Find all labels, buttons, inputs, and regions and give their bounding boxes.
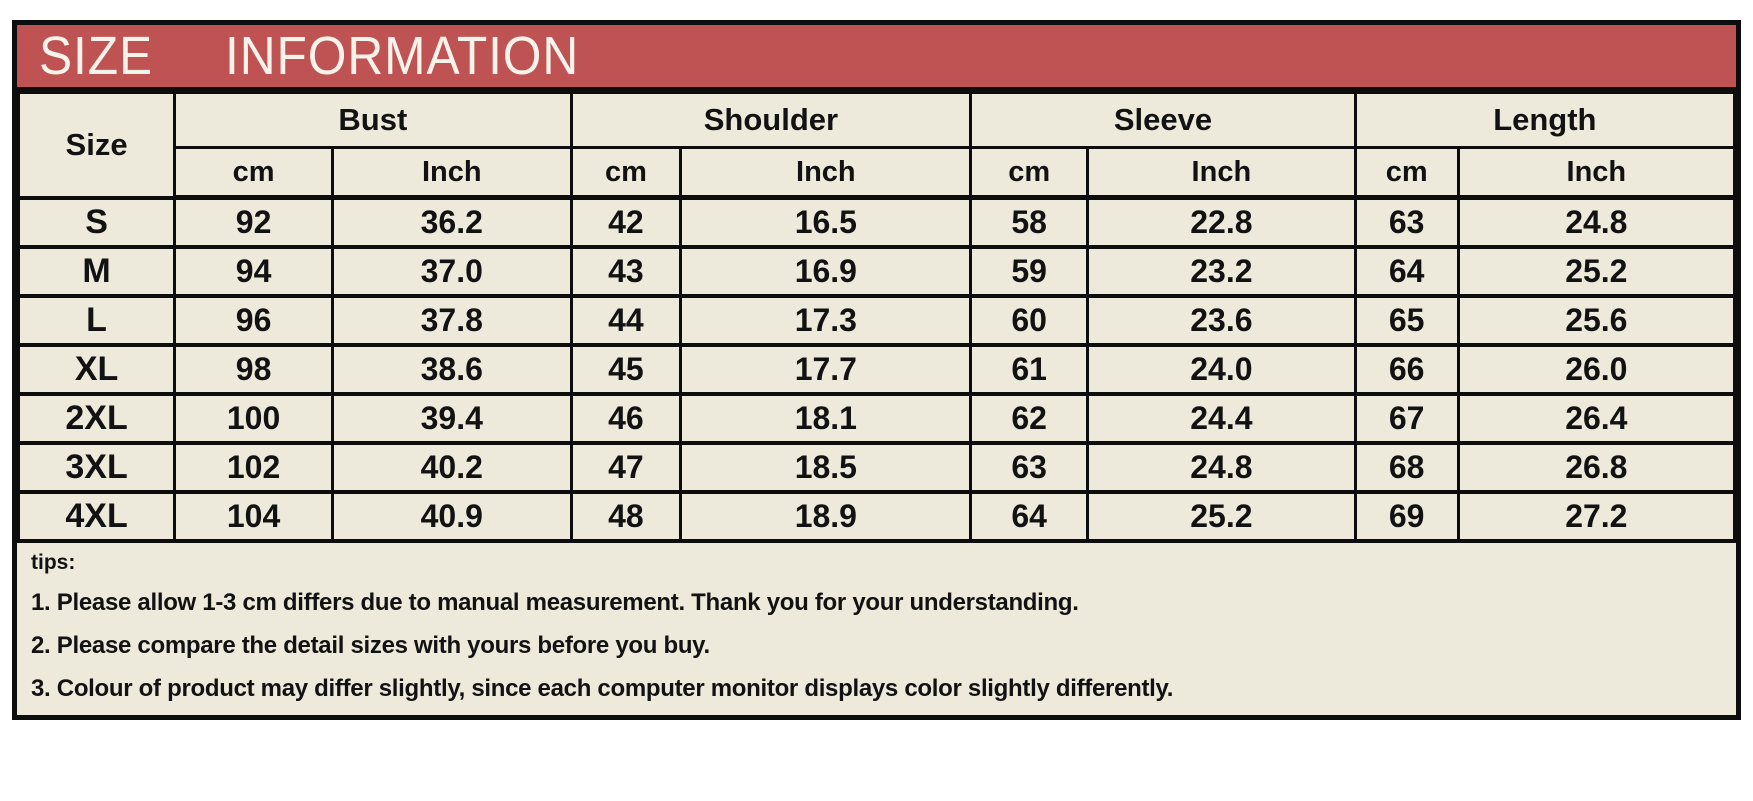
tip-line-3: 3. Colour of product may differ slightly… — [31, 674, 1174, 702]
measurement-cell: 25.2 — [1086, 489, 1357, 543]
tip-line-2: 2. Please compare the detail sizes with … — [31, 631, 710, 659]
measurement-cell: 64 — [1353, 244, 1460, 298]
measurement-cell: 23.6 — [1086, 293, 1357, 347]
size-row-l: L 96 37.8 44 17.3 60 23.6 65 25.6 — [16, 293, 1737, 347]
column-header-length: Length — [1353, 91, 1737, 149]
column-header-sleeve: Sleeve — [969, 91, 1357, 149]
unit-header-sleeve-cm: cm — [969, 146, 1090, 200]
unit-header-shoulder-inch: Inch — [679, 146, 973, 200]
size-label-cell: 4XL — [16, 489, 177, 543]
column-header-shoulder: Shoulder — [569, 91, 973, 149]
measurement-cell: 63 — [969, 440, 1090, 494]
measurement-cell: 17.3 — [679, 293, 973, 347]
measurement-cell: 68 — [1353, 440, 1460, 494]
unit-header-row: cm Inch cm Inch cm Inch cm Inch — [19, 146, 1737, 200]
title-word-size: SIZE — [39, 26, 154, 86]
size-row-xl: XL 98 38.6 45 17.7 61 24.0 66 26.0 — [16, 342, 1737, 396]
measurement-cell: 23.2 — [1086, 244, 1357, 298]
measurement-cell: 24.8 — [1456, 195, 1737, 249]
size-label-cell: 2XL — [16, 391, 177, 445]
size-row-2xl: 2XL 100 39.4 46 18.1 62 24.4 67 26.4 — [16, 391, 1737, 445]
measurement-cell: 46 — [569, 391, 683, 445]
section-header-row: Size Bust Shoulder Sleeve Length — [16, 91, 1737, 199]
measurement-cell: 63 — [1353, 195, 1460, 249]
measurement-cell: 26.0 — [1456, 342, 1737, 396]
column-header-bust: Bust — [173, 91, 573, 149]
measurement-cell: 18.5 — [679, 440, 973, 494]
measurement-cell: 61 — [969, 342, 1090, 396]
measurement-cell: 66 — [1353, 342, 1460, 396]
measurement-cell: 24.8 — [1086, 440, 1357, 494]
measurement-cell: 25.6 — [1456, 293, 1737, 347]
unit-header-bust-cm: cm — [173, 146, 334, 200]
measurement-cell: 104 — [173, 489, 334, 543]
column-header-size: Size — [16, 91, 177, 199]
measurement-cell: 39.4 — [331, 391, 573, 445]
size-label-cell: S — [16, 195, 177, 249]
unit-header-length-cm: cm — [1353, 146, 1460, 200]
measurement-cell: 67 — [1353, 391, 1460, 445]
measurement-cell: 69 — [1353, 489, 1460, 543]
measurement-cell: 26.8 — [1456, 440, 1737, 494]
measurement-cell: 24.4 — [1086, 391, 1357, 445]
measurement-cell: 44 — [569, 293, 683, 347]
size-label-cell: M — [16, 244, 177, 298]
measurement-cell: 37.0 — [331, 244, 573, 298]
measurement-cell: 18.9 — [679, 489, 973, 543]
measurement-cell: 58 — [969, 195, 1090, 249]
measurement-cell: 40.9 — [331, 489, 573, 543]
measurement-cell: 45 — [569, 342, 683, 396]
measurement-cell: 98 — [173, 342, 334, 396]
unit-header-shoulder-cm: cm — [569, 146, 683, 200]
size-label-cell: 3XL — [16, 440, 177, 494]
measurement-cell: 62 — [969, 391, 1090, 445]
measurement-cell: 59 — [969, 244, 1090, 298]
tip-line-1: 1. Please allow 1-3 cm differs due to ma… — [31, 588, 1079, 616]
measurement-cell: 100 — [173, 391, 334, 445]
measurement-cell: 42 — [569, 195, 683, 249]
unit-header-length-inch: Inch — [1456, 146, 1737, 200]
measurement-cell: 94 — [173, 244, 334, 298]
measurement-cell: 22.8 — [1086, 195, 1357, 249]
measurement-cell: 16.9 — [679, 244, 973, 298]
measurement-cell: 36.2 — [331, 195, 573, 249]
size-chart-panel: SIZE INFORMATION Size Bust Shoulder Slee… — [12, 20, 1741, 720]
unit-header-bust-inch: Inch — [331, 146, 573, 200]
size-label-cell: L — [16, 293, 177, 347]
measurement-cell: 27.2 — [1456, 489, 1737, 543]
measurement-cell: 26.4 — [1456, 391, 1737, 445]
size-row-m: M 94 37.0 43 16.9 59 23.2 64 25.2 — [16, 244, 1737, 298]
size-table-body: S 92 36.2 42 16.5 58 22.8 63 24.8 M 94 37.0 43 16.9 59… — [16, 195, 1737, 543]
size-row-s: S 92 36.2 42 16.5 58 22.8 63 24.8 — [16, 195, 1737, 249]
measurement-cell: 102 — [173, 440, 334, 494]
size-row-3xl: 3XL 102 40.2 47 18.5 63 24.8 68 26.8 — [16, 440, 1737, 494]
title-word-information: INFORMATION — [225, 26, 580, 86]
measurement-cell: 18.1 — [679, 391, 973, 445]
measurement-cell: 96 — [173, 293, 334, 347]
measurement-cell: 65 — [1353, 293, 1460, 347]
measurement-cell: 40.2 — [331, 440, 573, 494]
measurement-cell: 17.7 — [679, 342, 973, 396]
size-row-4xl: 4XL 104 40.9 48 18.9 64 25.2 69 27.2 — [16, 489, 1737, 543]
measurement-cell: 37.8 — [331, 293, 573, 347]
measurement-cell: 48 — [569, 489, 683, 543]
measurement-cell: 25.2 — [1456, 244, 1737, 298]
tips-heading: tips: — [31, 550, 76, 574]
size-information-title-bar: SIZE INFORMATION — [17, 25, 1736, 91]
tips-section: tips: 1. Please allow 1-3 cm differs due… — [17, 543, 1736, 715]
measurement-cell: 92 — [173, 195, 334, 249]
measurement-cell: 24.0 — [1086, 342, 1357, 396]
measurement-cell: 16.5 — [679, 195, 973, 249]
measurement-cell: 38.6 — [331, 342, 573, 396]
size-table: Size Bust Shoulder Sleeve Length cm Inch… — [16, 91, 1737, 543]
measurement-cell: 60 — [969, 293, 1090, 347]
measurement-cell: 47 — [569, 440, 683, 494]
unit-header-sleeve-inch: Inch — [1086, 146, 1357, 200]
measurement-cell: 43 — [569, 244, 683, 298]
size-label-cell: XL — [16, 342, 177, 396]
measurement-cell: 64 — [969, 489, 1090, 543]
